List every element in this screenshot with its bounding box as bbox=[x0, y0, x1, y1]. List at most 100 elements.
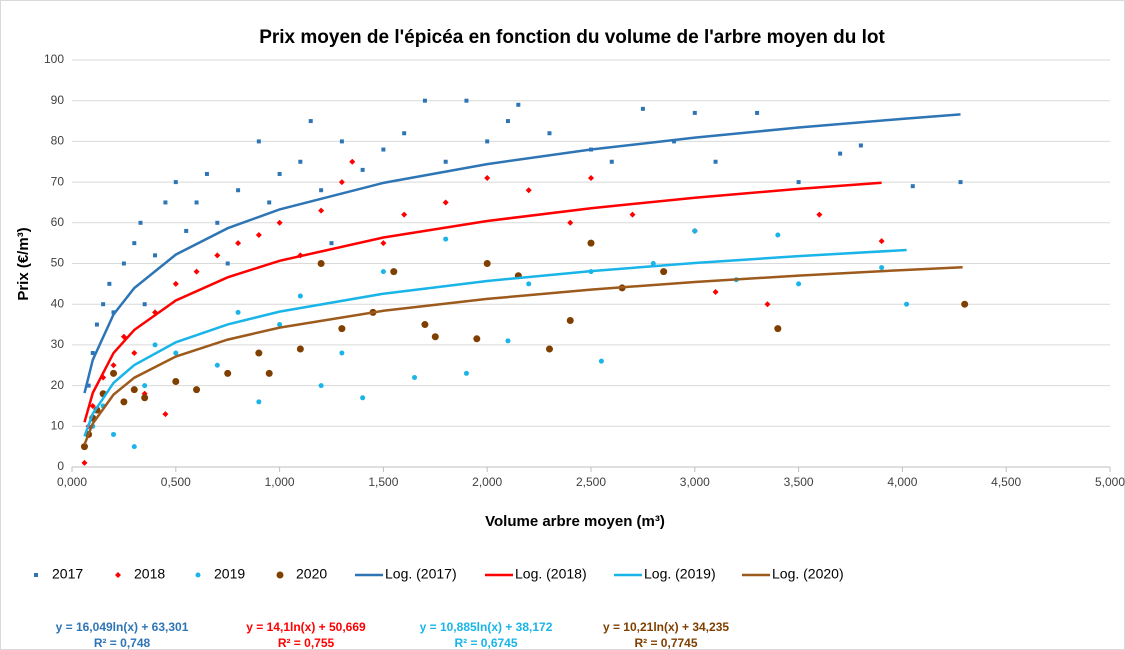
point bbox=[360, 395, 366, 401]
point bbox=[193, 386, 201, 394]
point bbox=[184, 228, 189, 233]
point bbox=[214, 362, 220, 368]
point bbox=[567, 219, 574, 226]
x-tick-label: 1,500 bbox=[368, 475, 398, 489]
r-squared: R² = 0,6745 bbox=[454, 636, 517, 650]
equation: y = 10,21ln(x) + 34,235 bbox=[603, 620, 729, 634]
series bbox=[83, 248, 907, 437]
point bbox=[329, 241, 334, 246]
point bbox=[360, 167, 365, 172]
y-tick-label: 0 bbox=[57, 459, 64, 473]
y-tick-label: 50 bbox=[51, 256, 65, 270]
point bbox=[442, 199, 449, 206]
point bbox=[153, 253, 158, 258]
point bbox=[173, 350, 179, 356]
point bbox=[443, 159, 448, 164]
y-tick-label: 60 bbox=[51, 215, 65, 229]
y-tick-label: 80 bbox=[51, 134, 65, 148]
y-axis-title: Prix (€/m³) bbox=[15, 227, 32, 300]
y-tick-label: 100 bbox=[44, 52, 64, 66]
legend-label: Log. (2018) bbox=[515, 566, 587, 582]
point bbox=[317, 260, 325, 267]
point bbox=[402, 131, 407, 136]
point bbox=[483, 260, 491, 267]
point bbox=[431, 333, 439, 341]
y-tick-label: 20 bbox=[51, 378, 65, 392]
point bbox=[598, 358, 604, 364]
point bbox=[910, 184, 915, 189]
point bbox=[338, 325, 346, 333]
point bbox=[796, 281, 802, 287]
point bbox=[224, 369, 232, 377]
point bbox=[267, 200, 272, 205]
legend-label: Log. (2020) bbox=[772, 566, 844, 582]
point bbox=[173, 180, 178, 185]
point bbox=[318, 383, 324, 389]
point bbox=[107, 281, 112, 286]
x-tick-label: 0,000 bbox=[57, 475, 87, 489]
point bbox=[878, 238, 885, 245]
point bbox=[588, 175, 594, 182]
point bbox=[526, 281, 532, 287]
trendline bbox=[83, 181, 882, 423]
point bbox=[660, 268, 668, 276]
point bbox=[256, 139, 261, 144]
point bbox=[650, 261, 656, 266]
y-tick-label: 70 bbox=[51, 174, 65, 188]
series bbox=[83, 113, 961, 394]
point bbox=[712, 288, 719, 295]
point bbox=[121, 261, 126, 266]
point bbox=[265, 369, 273, 377]
x-tick-label: 3,500 bbox=[784, 475, 814, 489]
point bbox=[152, 342, 158, 348]
point bbox=[422, 98, 427, 103]
point bbox=[101, 302, 106, 307]
legend-label: 2020 bbox=[296, 566, 327, 582]
point bbox=[713, 159, 718, 164]
y-tick-label: 40 bbox=[51, 296, 65, 310]
legend-label: Log. (2019) bbox=[644, 566, 716, 582]
point bbox=[235, 309, 241, 315]
point bbox=[89, 402, 96, 409]
point bbox=[90, 351, 95, 356]
point bbox=[380, 269, 386, 275]
point bbox=[132, 241, 137, 246]
point bbox=[629, 211, 636, 218]
x-tick-label: 1,000 bbox=[265, 475, 295, 489]
point bbox=[163, 200, 168, 205]
point bbox=[958, 180, 963, 185]
point bbox=[80, 443, 88, 451]
point bbox=[296, 345, 304, 353]
legend-label: 2019 bbox=[214, 566, 245, 582]
point bbox=[774, 325, 782, 333]
point bbox=[130, 386, 138, 394]
x-tick-label: 4,500 bbox=[991, 475, 1021, 489]
point bbox=[838, 151, 843, 156]
point bbox=[692, 228, 698, 234]
point bbox=[110, 362, 117, 369]
point bbox=[672, 139, 677, 144]
point bbox=[111, 310, 116, 315]
y-tick-label: 10 bbox=[51, 418, 65, 432]
legend-label: 2018 bbox=[134, 566, 165, 582]
x-tick-label: 3,000 bbox=[680, 475, 710, 489]
point bbox=[225, 261, 230, 266]
y-tick-label: 90 bbox=[51, 93, 65, 107]
point bbox=[308, 119, 313, 124]
point bbox=[255, 232, 262, 239]
point bbox=[276, 571, 284, 579]
point bbox=[587, 239, 595, 247]
point bbox=[94, 322, 99, 327]
point bbox=[473, 335, 481, 343]
x-tick-label: 4,000 bbox=[887, 475, 917, 489]
point bbox=[141, 394, 149, 402]
point bbox=[204, 171, 209, 176]
x-axis-title: Volume arbre moyen (m³) bbox=[485, 513, 665, 530]
x-tick-label: 2,500 bbox=[576, 475, 606, 489]
point bbox=[115, 572, 121, 578]
point bbox=[235, 240, 242, 247]
point bbox=[298, 159, 303, 164]
series bbox=[86, 98, 963, 388]
point bbox=[236, 188, 241, 193]
